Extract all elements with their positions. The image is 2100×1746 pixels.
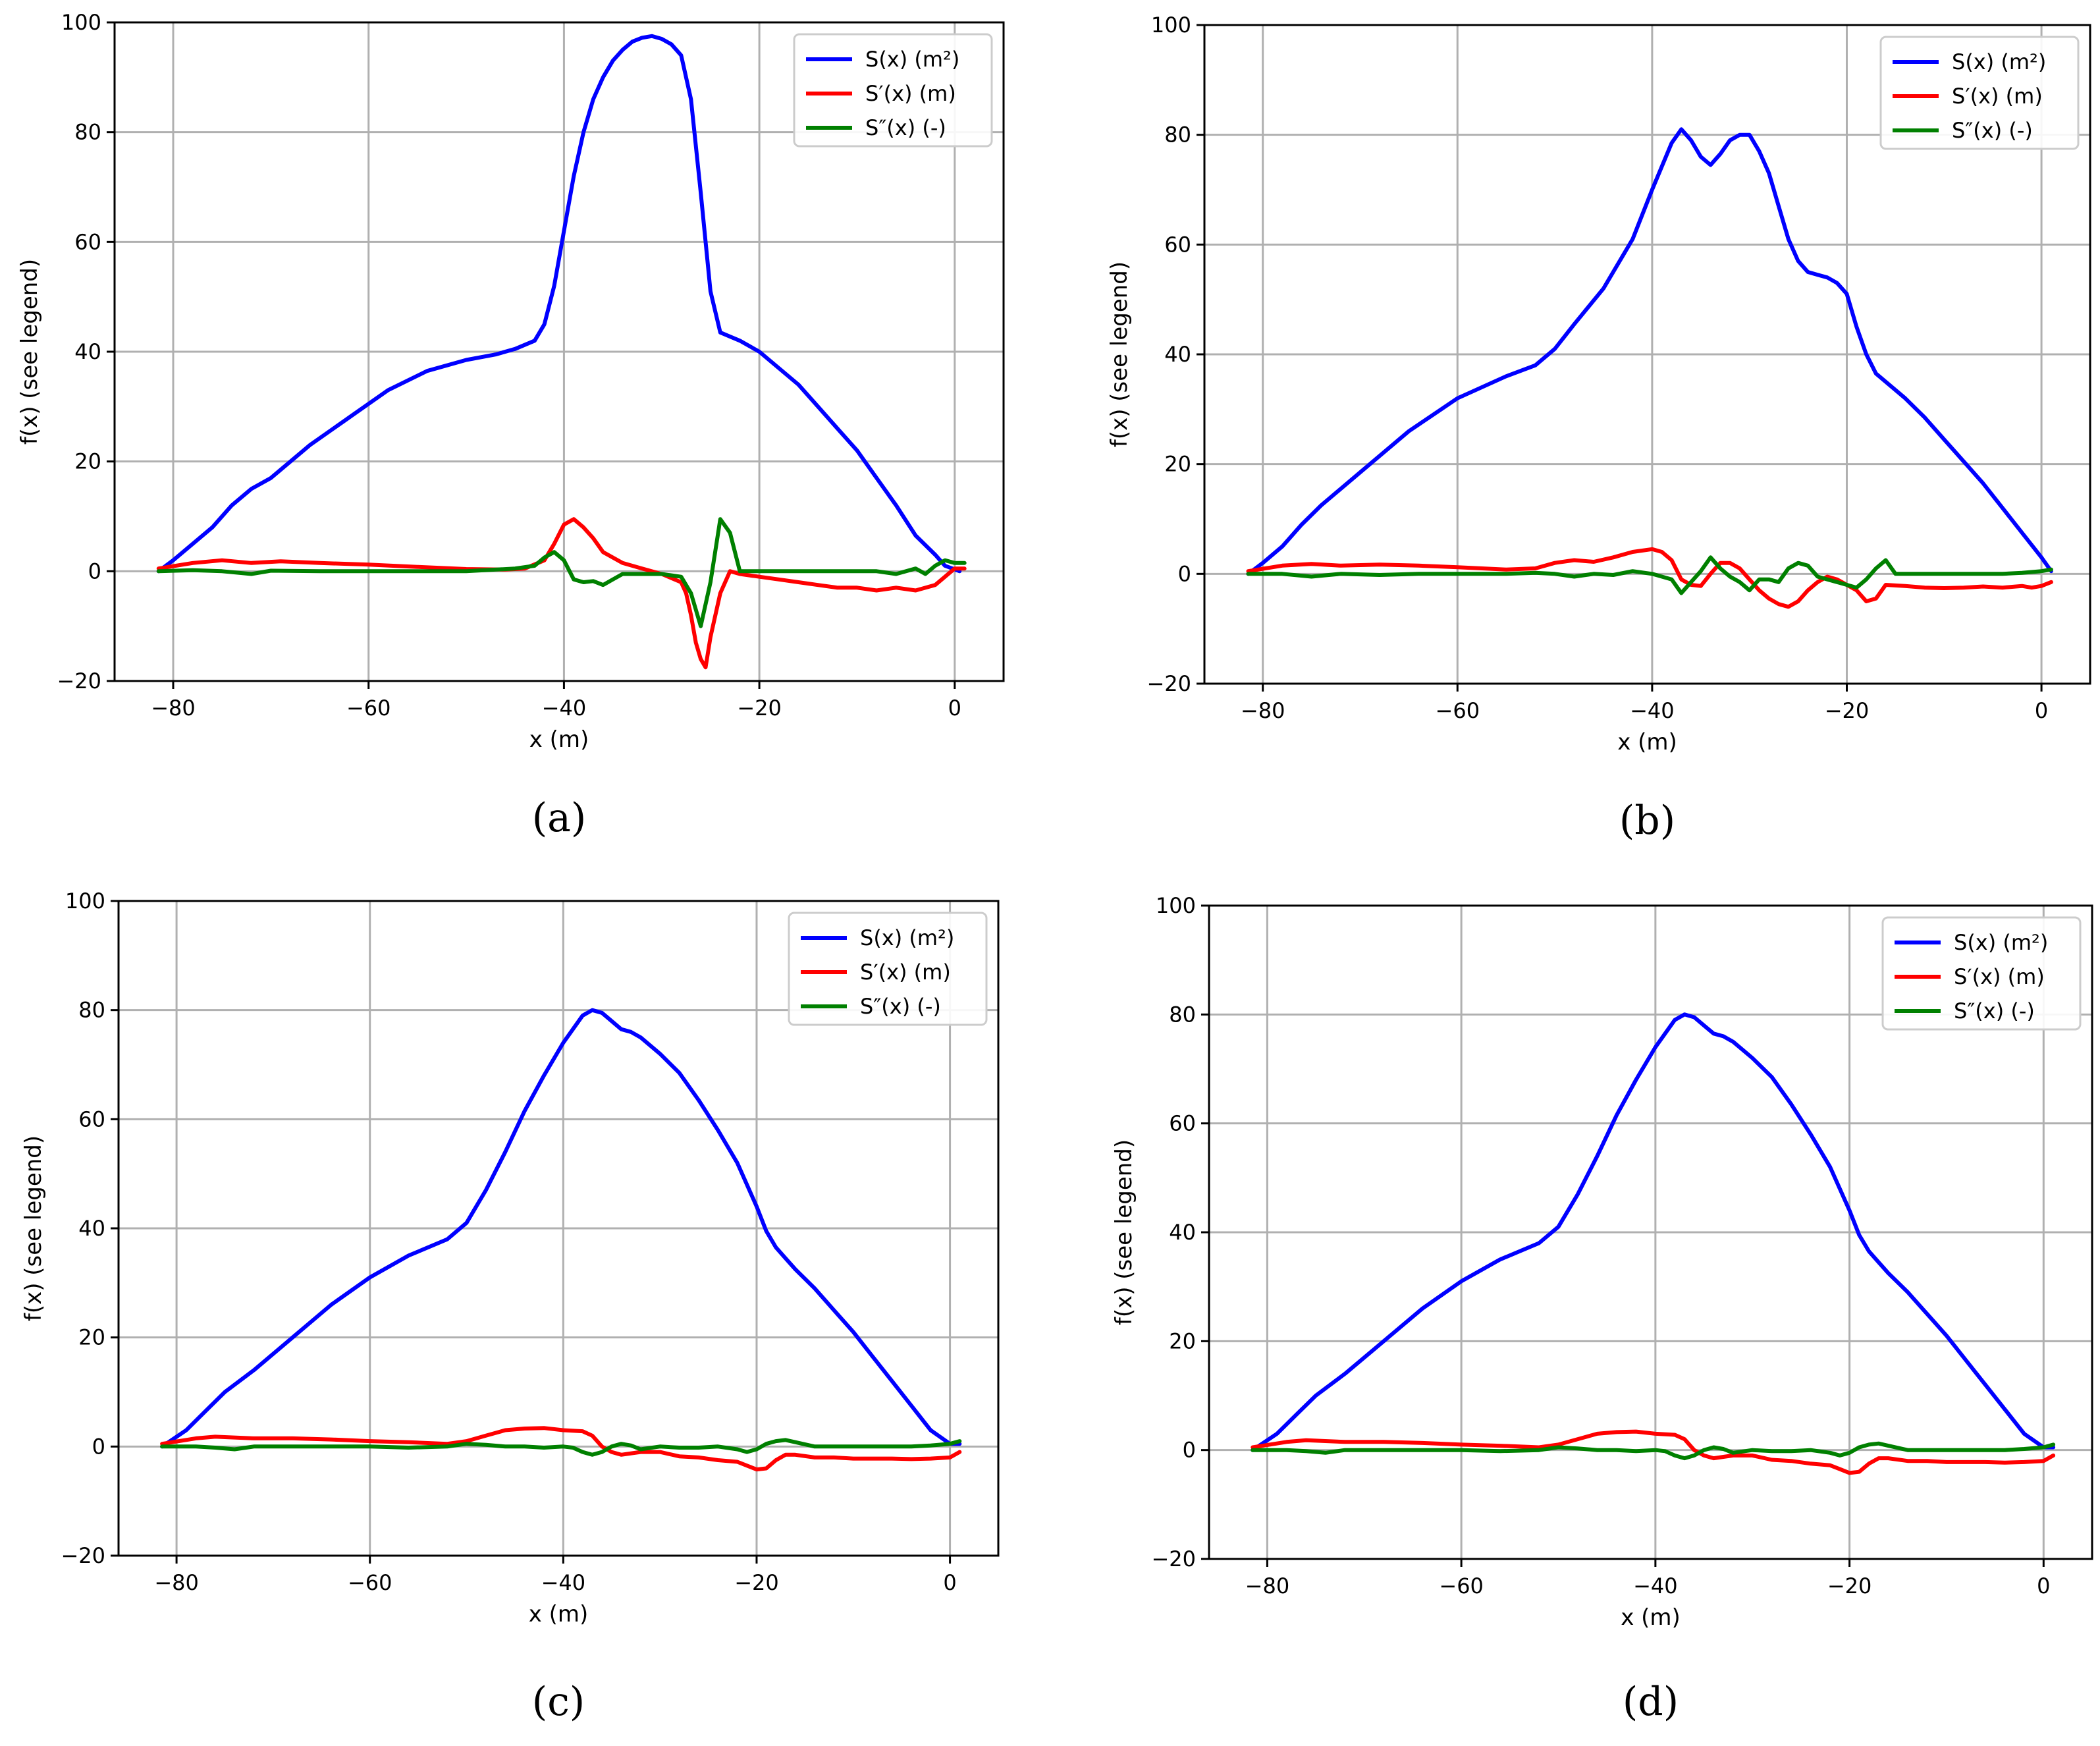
x-tick-label: −60	[348, 1570, 392, 1595]
x-tick-label: −80	[151, 696, 196, 721]
series-line-S-prime	[156, 517, 967, 670]
legend: S(x) (m²) S′(x) (m) S″(x) (-)	[793, 33, 993, 148]
chart-panel-a: −80 −60 −40 −20 0 −20 0 20 40 60 80 100 x (m) f(x) (s…	[16, 10, 1005, 841]
x-axis-label: x (m)	[1621, 1604, 1681, 1631]
x-axis-label: x (m)	[529, 726, 589, 753]
y-tick-label: 80	[78, 998, 105, 1023]
y-tick-label: 20	[78, 1325, 105, 1350]
legend-label: S′(x) (m)	[1954, 964, 2045, 989]
chart-panel-b: −80 −60 −40 −20 0 −20 0 20 40 60 80 100 x (m) f(x) (s…	[1106, 13, 2091, 844]
legend-box	[788, 912, 988, 1026]
panel-caption: (b)	[1619, 798, 1675, 844]
legend-label: S″(x) (-)	[865, 115, 946, 140]
chart-panel-c: −80 −60 −40 −20 0 −20 0 20 40 60 80 100 x (m) f(x) (s…	[20, 888, 1000, 1725]
legend: S(x) (m²) S′(x) (m) S″(x) (-)	[788, 912, 988, 1026]
y-tick-label: 80	[74, 120, 101, 145]
x-tick-label: −60	[1436, 698, 1480, 723]
panel-caption: (a)	[532, 795, 587, 841]
legend-label: S′(x) (m)	[860, 960, 951, 985]
x-tick-label: −20	[737, 696, 782, 721]
y-tick-label: −20	[1151, 1546, 1196, 1571]
series-line-S	[156, 34, 962, 574]
y-tick-label: −20	[57, 668, 101, 694]
y-tick-label: 100	[1156, 893, 1196, 918]
y-tick-label: 60	[1164, 232, 1191, 257]
x-tick-label: −20	[1825, 698, 1870, 723]
series-line-S	[160, 1008, 962, 1449]
legend-label: S′(x) (m)	[1952, 84, 2043, 109]
series-line-S	[1246, 127, 2053, 576]
y-tick-label: 60	[1169, 1111, 1196, 1136]
panel-caption: (c)	[532, 1679, 585, 1725]
legend-box	[1879, 36, 2080, 150]
legend: S(x) (m²) S′(x) (m) S″(x) (-)	[1879, 36, 2080, 150]
series-line-S-double-prime	[156, 517, 967, 628]
y-tick-label: 100	[61, 10, 101, 35]
x-tick-label: −60	[346, 696, 391, 721]
y-tick-label: 40	[78, 1216, 105, 1241]
x-tick-label: −40	[1630, 698, 1675, 723]
legend-box	[793, 33, 993, 148]
x-tick-label: 0	[943, 1570, 956, 1595]
legend-box	[1881, 916, 2082, 1031]
y-tick-label: 0	[1178, 561, 1191, 586]
x-tick-label: −20	[734, 1570, 779, 1595]
legend-label: S″(x) (-)	[860, 994, 941, 1019]
y-axis-label: f(x) (see legend)	[16, 259, 43, 445]
legend: S(x) (m²) S′(x) (m) S″(x) (-)	[1881, 916, 2082, 1031]
x-tick-label: −80	[1245, 1573, 1290, 1598]
y-tick-label: 40	[1169, 1220, 1196, 1245]
series-line-S-double-prime	[1246, 555, 2053, 595]
y-tick-label: −20	[61, 1543, 105, 1568]
legend-label: S(x) (m²)	[1954, 930, 2048, 955]
series-line-S-prime	[1251, 1429, 2056, 1475]
y-tick-label: 60	[74, 229, 101, 254]
panel-caption: (d)	[1623, 1679, 1679, 1725]
legend-label: S′(x) (m)	[865, 81, 956, 106]
x-tick-label: 0	[2037, 1573, 2050, 1598]
x-tick-label: −40	[1633, 1573, 1678, 1598]
y-tick-label: 0	[92, 1434, 105, 1459]
x-tick-label: −20	[1827, 1573, 1872, 1598]
x-axis-label: x (m)	[529, 1601, 589, 1627]
x-tick-label: −40	[541, 1570, 586, 1595]
series-line-S-double-prime	[160, 1438, 962, 1457]
x-tick-label: 0	[2035, 698, 2048, 723]
y-tick-label: 20	[1169, 1328, 1196, 1353]
x-tick-label: 0	[948, 696, 961, 721]
y-tick-label: 100	[1151, 13, 1191, 38]
y-axis-label: f(x) (see legend)	[20, 1135, 47, 1321]
y-tick-label: 80	[1164, 123, 1191, 148]
y-axis-label: f(x) (see legend)	[1111, 1139, 1137, 1325]
legend-label: S(x) (m²)	[865, 47, 959, 72]
y-tick-label: −20	[1146, 671, 1191, 696]
x-axis-label: x (m)	[1617, 729, 1677, 755]
x-tick-label: −80	[154, 1570, 199, 1595]
y-tick-label: 40	[74, 339, 101, 364]
series-line-S-prime	[1246, 547, 2053, 609]
x-tick-label: −60	[1439, 1573, 1484, 1598]
y-tick-label: 100	[65, 888, 105, 914]
legend-label: S″(x) (-)	[1952, 118, 2033, 143]
y-tick-label: 20	[1164, 452, 1191, 477]
y-axis-label: f(x) (see legend)	[1106, 261, 1133, 447]
x-tick-label: −40	[542, 696, 587, 721]
y-tick-label: 0	[88, 559, 101, 584]
series-line-S	[1251, 1012, 2056, 1452]
series-line-S-prime	[160, 1426, 962, 1472]
chart-panel-d: −80 −60 −40 −20 0 −20 0 20 40 60 80 100 x (m) f(x) (s…	[1111, 893, 2093, 1725]
legend-label: S(x) (m²)	[1952, 49, 2046, 74]
y-tick-label: 20	[74, 449, 101, 474]
x-tick-label: −80	[1241, 698, 1285, 723]
y-tick-label: 80	[1169, 1002, 1196, 1027]
y-tick-label: 0	[1183, 1438, 1196, 1463]
y-tick-label: 60	[78, 1106, 105, 1132]
legend-label: S(x) (m²)	[860, 925, 954, 950]
series-line-S-double-prime	[1251, 1441, 2056, 1461]
legend-label: S″(x) (-)	[1954, 998, 2035, 1023]
y-tick-label: 40	[1164, 342, 1191, 367]
